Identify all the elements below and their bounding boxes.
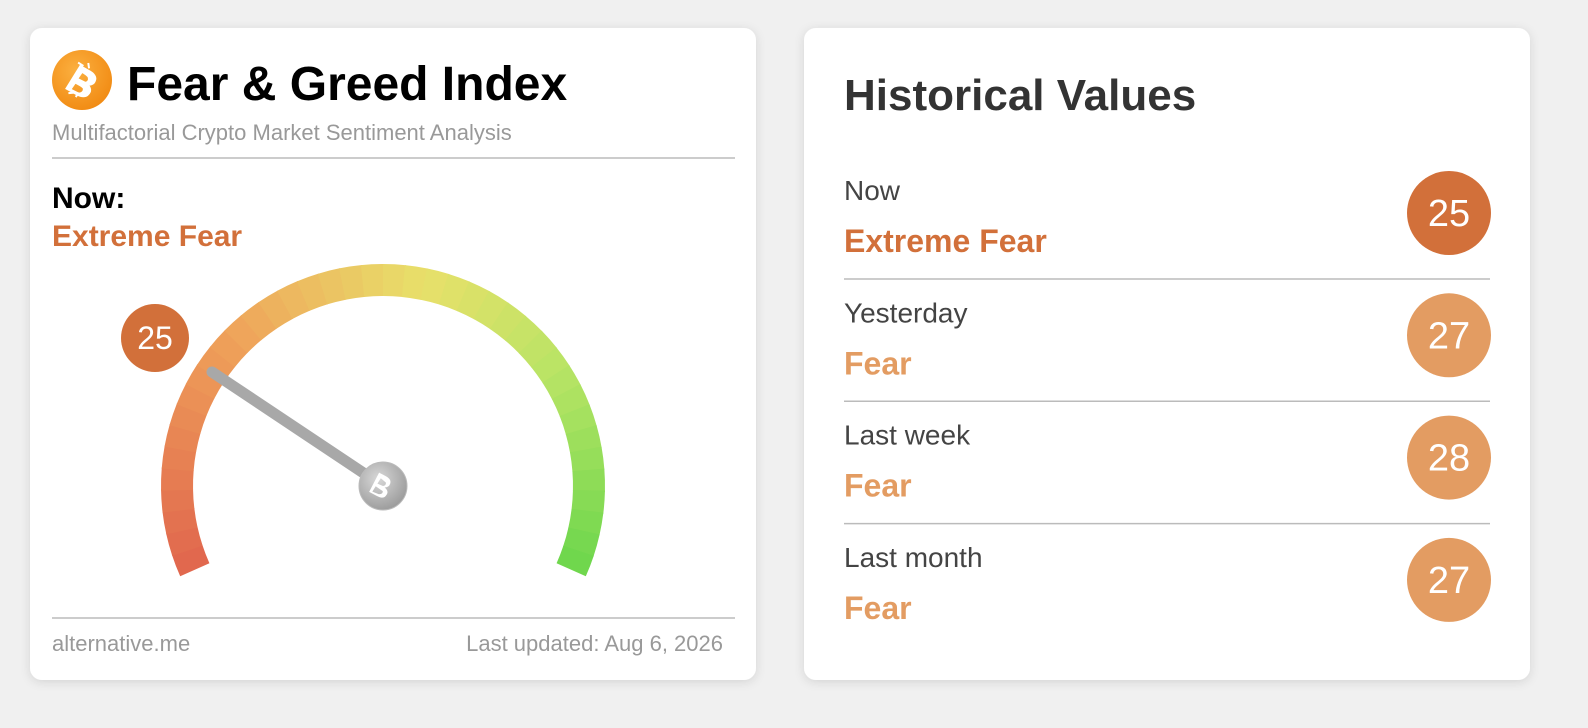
arc-segment (489, 302, 527, 341)
row-classification: Fear (844, 468, 912, 504)
arc-segment (420, 268, 450, 305)
now-label: Now: (52, 182, 125, 215)
bitcoin-icon (52, 50, 112, 110)
row-classification: Extreme Fear (844, 223, 1047, 259)
arc-segment (473, 290, 509, 330)
row-value: 28 (1428, 438, 1470, 480)
arc-segment (176, 383, 215, 417)
arc-segment (571, 489, 605, 514)
row-badge (1407, 415, 1491, 500)
arc-segment (224, 314, 262, 354)
arc-segment (568, 508, 604, 536)
arc-segment (360, 264, 385, 297)
arc-segment (504, 315, 543, 354)
arc-segment (563, 527, 600, 557)
row-badge (1407, 293, 1491, 378)
source: alternative.me (52, 631, 190, 656)
row-value: 25 (1428, 193, 1470, 235)
arc-segment (518, 330, 557, 369)
arc-segment (569, 446, 605, 473)
value: 25 (137, 320, 173, 356)
history-title: Historical Values (844, 71, 1196, 120)
arc-segment (296, 273, 329, 311)
arc-segment (161, 467, 194, 491)
arc-segment (161, 488, 195, 513)
arc-segment (382, 264, 407, 298)
arc-segment (209, 329, 249, 368)
arc-segment (559, 404, 597, 436)
gauge-arc (161, 264, 605, 577)
subtitle: Multifactorial Crypto Market Sentiment A… (52, 120, 512, 145)
history-rows: Now Extreme Fear 25 Yesterday Fear 27 Last wee… (844, 171, 1491, 626)
arc-segment (556, 545, 594, 577)
value-badge (121, 304, 189, 372)
arc-segment (240, 301, 278, 341)
arc-segment (339, 264, 366, 300)
arc-segment (565, 425, 602, 454)
bitcoin-glyph (65, 61, 97, 98)
arc-segment (551, 384, 590, 418)
needle (206, 366, 389, 492)
arc-segment (166, 526, 203, 556)
arc-segment (169, 403, 207, 435)
updated: Last updated: Aug 6, 2026 (466, 631, 723, 656)
classification: Extreme Fear (52, 220, 242, 253)
history-card (804, 28, 1530, 680)
arc-segment (164, 424, 201, 453)
arc-segment (258, 290, 294, 329)
arc-segment (317, 268, 347, 305)
arc-segment (456, 281, 490, 320)
hub-glyph (369, 472, 391, 498)
title: Fear & Greed Index (127, 58, 567, 111)
arc-segment (542, 365, 581, 400)
arc-segment (531, 347, 570, 384)
arc-segment (572, 468, 605, 492)
arc-segment (277, 280, 311, 320)
row-badge (1407, 537, 1491, 622)
arc-segment (161, 445, 197, 472)
arc-segment (401, 265, 428, 300)
row-value: 27 (1428, 315, 1470, 357)
arc-segment (171, 544, 210, 577)
arc-segment (162, 507, 198, 535)
row-label: Last week (844, 420, 971, 451)
row-classification: Fear (844, 590, 912, 626)
row-value: 27 (1428, 560, 1470, 602)
row-badge (1407, 171, 1491, 255)
row-classification: Fear (844, 345, 912, 381)
row-label: Now (844, 175, 901, 206)
row-label: Last month (844, 542, 983, 573)
row-label: Yesterday (844, 297, 968, 328)
arc-segment (438, 273, 471, 312)
